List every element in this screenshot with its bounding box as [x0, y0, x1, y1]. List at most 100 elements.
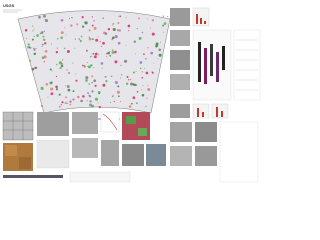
map-unit [64, 26, 66, 28]
map-unit [60, 64, 64, 68]
map-unit [136, 28, 138, 30]
map-unit [114, 50, 117, 54]
map-unit [114, 60, 118, 64]
map-unit [153, 62, 155, 64]
map-unit [158, 48, 161, 52]
map-unit [27, 46, 30, 49]
map-unit [56, 47, 59, 49]
map-unit [32, 25, 34, 27]
map-unit [98, 54, 100, 56]
logo: USGS [3, 3, 15, 8]
map-unit [41, 56, 45, 60]
map-unit [120, 74, 123, 76]
map-unit [111, 95, 114, 98]
map-unit [44, 18, 46, 20]
map-unit [138, 17, 140, 20]
map-unit [87, 66, 89, 68]
map-unit [81, 16, 84, 19]
map-unit [141, 89, 143, 91]
map-unit [141, 93, 145, 97]
map-unit [61, 101, 64, 104]
map-unit [114, 81, 118, 84]
map-unit [67, 88, 71, 92]
map-unit [141, 71, 143, 73]
map-unit [138, 36, 142, 40]
map-unit [88, 65, 91, 69]
map-unit [92, 38, 94, 40]
map-unit [65, 34, 67, 36]
map-unit [112, 23, 115, 25]
map-unit [60, 36, 63, 40]
map-unit [33, 47, 35, 50]
map-unit [77, 95, 80, 99]
map-unit [83, 65, 86, 67]
map-unit [141, 31, 144, 34]
map-unit [105, 79, 108, 83]
map-unit [74, 38, 77, 40]
map-unit [102, 41, 105, 45]
map-unit [36, 34, 39, 37]
map-unit [33, 35, 35, 37]
map-unit [85, 49, 88, 52]
map-unit [84, 21, 86, 23]
map-unit [33, 28, 35, 30]
map-unit [144, 67, 146, 69]
map-unit [44, 42, 47, 45]
map-unit [92, 52, 95, 55]
map-unit [55, 75, 58, 78]
map-unit [162, 24, 165, 27]
map-unit [128, 30, 130, 32]
map-unit [128, 105, 132, 108]
map-unit [117, 22, 120, 24]
map-unit [102, 83, 106, 87]
map-unit [135, 70, 137, 72]
map-unit [66, 69, 68, 71]
map-unit [88, 29, 91, 32]
map-unit [120, 77, 121, 79]
map-unit [139, 61, 143, 64]
map-unit [88, 83, 91, 85]
map-unit [132, 71, 135, 74]
map-unit [136, 90, 139, 93]
map-unit [86, 100, 88, 102]
map-unit [146, 97, 148, 99]
map-unit [111, 28, 113, 30]
map-unit [72, 90, 75, 93]
map-unit [43, 30, 46, 33]
map-unit [88, 94, 91, 97]
map-unit [97, 36, 99, 38]
map-unit [44, 19, 49, 23]
map-unit [95, 38, 99, 42]
map-unit [125, 44, 127, 46]
map-unit [142, 84, 144, 86]
map-unit [124, 59, 128, 63]
right-panels [170, 7, 261, 183]
map-unit [76, 23, 79, 26]
map-unit [97, 90, 101, 94]
map-unit [90, 64, 93, 67]
map-unit [81, 64, 84, 67]
map-unit [111, 49, 114, 51]
map-unit [163, 22, 167, 25]
map-unit [85, 79, 88, 82]
map-unit [74, 47, 76, 49]
map-unit [99, 40, 101, 43]
map-unit [151, 32, 155, 36]
map-unit [63, 47, 66, 50]
map-unit [139, 67, 142, 70]
map-unit [109, 50, 111, 52]
map-unit [117, 41, 121, 45]
map-unit [60, 31, 64, 35]
map-unit [112, 28, 116, 31]
map-unit [87, 92, 90, 95]
map-unit [64, 102, 67, 104]
map-unit [105, 56, 107, 58]
map-unit [130, 82, 133, 86]
map-unit [29, 59, 32, 62]
map-unit [94, 84, 97, 87]
map-unit [93, 26, 97, 30]
map-unit [42, 38, 46, 42]
map-unit [113, 100, 115, 103]
map-unit [43, 55, 47, 59]
map-unit [162, 15, 165, 17]
